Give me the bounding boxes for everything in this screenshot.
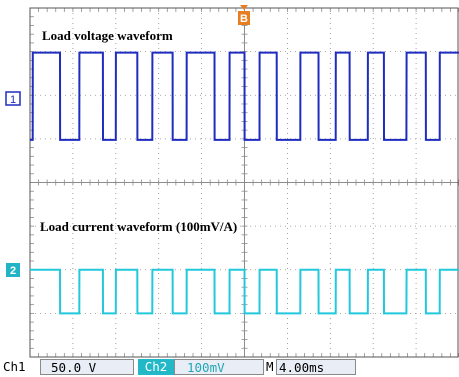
status-bar: Ch1 50.0 V Ch2 100mV M 4.00ms	[0, 359, 459, 377]
ch1-label[interactable]: Ch1	[3, 359, 26, 374]
channel-markers: 1 2 B	[5, 5, 250, 277]
ch2-ground-marker[interactable]: 2	[6, 263, 20, 277]
ch2-label[interactable]: Ch2	[138, 359, 174, 375]
current-waveform-annotation: Load current waveform (100mV/A)	[40, 219, 237, 234]
series-line-ch2	[30, 268, 459, 315]
ch1-marker-label: 1	[10, 94, 16, 106]
ch2-marker-label: 2	[10, 265, 16, 277]
series-line-ch1	[30, 51, 459, 141]
ch1-ground-marker[interactable]: 1	[5, 91, 21, 106]
ch1-scale-readout[interactable]: 50.0 V	[40, 359, 134, 375]
ch2-scale-readout[interactable]: 100mV	[174, 359, 264, 375]
voltage-waveform-annotation: Load voltage waveform	[42, 28, 173, 43]
trigger-position-marker[interactable]: B	[238, 5, 250, 25]
timebase-prefix: M	[266, 359, 274, 374]
trigger-marker-label: B	[240, 13, 248, 25]
timebase-readout[interactable]: 4.00ms	[276, 359, 356, 375]
waveform-traces	[30, 51, 459, 315]
